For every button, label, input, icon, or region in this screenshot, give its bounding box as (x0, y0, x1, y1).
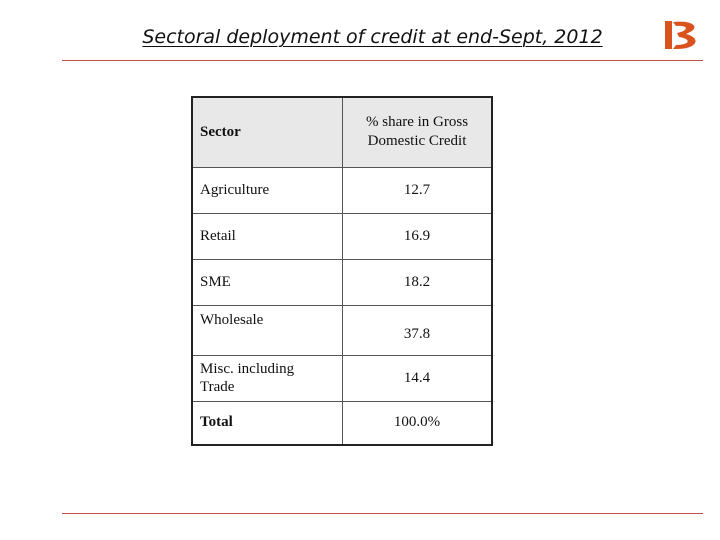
row-share: 12.7 (342, 167, 494, 214)
total-share: 100.0% (342, 401, 494, 446)
row-share: 16.9 (342, 213, 494, 260)
table-header-row: Sector % share in Gross Domestic Credit (191, 96, 494, 168)
table-row: Retail 16.9 (191, 213, 494, 260)
footer-divider (62, 513, 703, 514)
slide-title: Sectoral deployment of credit at end-Sep… (142, 26, 603, 48)
row-sector: SME (191, 259, 344, 306)
row-sector: Agriculture (191, 167, 344, 214)
title-divider (62, 60, 703, 61)
table-row: Agriculture 12.7 (191, 167, 494, 214)
row-sector-text: Misc. including Trade (200, 361, 295, 395)
header-share: % share in Gross Domestic Credit (342, 96, 494, 168)
table-row: SME 18.2 (191, 259, 494, 306)
row-sector: Misc. including Trade (191, 355, 344, 402)
row-sector: Wholesale (191, 305, 344, 356)
row-share: 37.8 (342, 305, 494, 356)
total-sector: Total (191, 401, 344, 446)
bank-logo (665, 21, 696, 50)
table-row: Misc. including Trade 14.4 (191, 355, 494, 402)
credit-share-table: Sector % share in Gross Domestic Credit … (191, 96, 494, 446)
row-share: 18.2 (342, 259, 494, 306)
table-total-row: Total 100.0% (191, 401, 494, 446)
row-sector: Retail (191, 213, 344, 260)
header-sector: Sector (191, 96, 344, 168)
row-share: 14.4 (342, 355, 494, 402)
table-row: Wholesale 37.8 (191, 305, 494, 356)
